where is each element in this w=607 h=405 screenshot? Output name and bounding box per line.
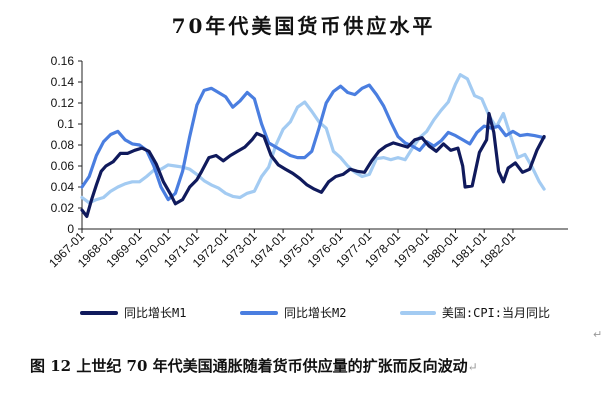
legend-item-m2: 同比增长M2 [240,304,390,321]
caption-text: 图 12 上世纪 70 年代美国通胀随着货币供应量的扩张而反向波动 [30,357,468,375]
y-tick-label: 0.14 [51,75,75,89]
series-line-m2 [80,83,546,202]
y-tick-label: 0.04 [51,180,75,194]
legend-label-cpi: 美国:CPI:当月同比 [441,306,550,320]
y-tick-label: 0.16 [51,54,75,68]
legend-item-cpi: 美国:CPI:当月同比 [400,304,550,321]
chart-title: 70年代美国货币供应水平 [171,14,436,38]
legend-swatch-m2 [240,310,278,315]
figure-caption: 图 12 上世纪 70 年代美国通胀随着货币供应量的扩张而反向波动↵ [30,355,478,376]
paragraph-mark: ↵ [593,328,603,341]
y-tick-label: 0.12 [51,96,75,110]
caption-paragraph-mark: ↵ [467,360,478,374]
series-line-m1 [80,111,546,218]
y-tick-label: 0 [67,222,74,236]
legend: 同比增长M1 同比增长M2 美国:CPI:当月同比 [80,304,560,321]
y-tick-label: 0.06 [51,159,75,173]
y-tick-label: 0.08 [51,138,75,152]
line-chart: 00.020.040.060.080.10.120.140.161967-011… [46,54,568,270]
legend-label-m1: 同比增长M1 [124,306,187,320]
legend-swatch-cpi [400,310,436,315]
legend-label-m2: 同比增长M2 [284,306,347,320]
y-tick-label: 0.1 [57,117,74,131]
legend-swatch-m1 [80,310,118,315]
y-tick-label: 0.02 [51,201,75,215]
legend-item-m1: 同比增长M1 [80,304,230,321]
